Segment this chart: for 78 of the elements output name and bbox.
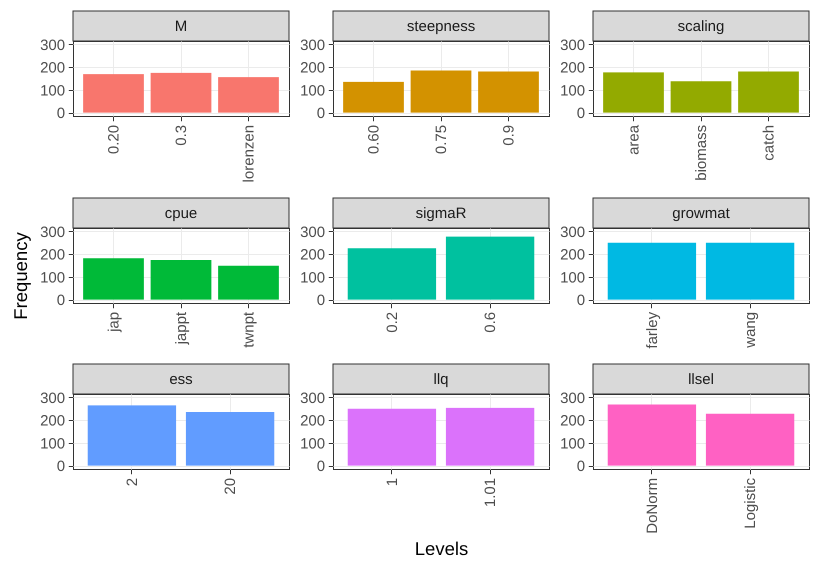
chart-title: steepness — [406, 18, 476, 35]
y-tick-label: 300 — [300, 36, 326, 54]
y-tick-label: 300 — [560, 390, 586, 407]
y-tick-label: 300 — [40, 390, 66, 407]
x-tick-label: 0.60 — [366, 124, 382, 154]
y-tick-label: 200 — [300, 412, 326, 430]
bar — [478, 71, 539, 113]
x-tick-label: 0.20 — [106, 124, 122, 154]
chart-title: llq — [433, 371, 449, 388]
x-tick-label: DoNorm — [644, 478, 661, 534]
x-tick-label: wang — [742, 312, 760, 349]
chart-title: llsel — [688, 371, 714, 388]
bar — [738, 71, 799, 113]
bar — [603, 72, 664, 113]
y-tick-label: 0 — [576, 292, 586, 310]
y-tick-label: 100 — [300, 82, 326, 100]
y-tick-label: 200 — [40, 60, 66, 77]
chart-title: scaling — [678, 18, 724, 35]
y-tick-label: 100 — [560, 82, 586, 100]
bar — [150, 260, 212, 300]
x-tick-label: twnpt — [240, 311, 258, 348]
x-tick-label: farley — [644, 311, 661, 349]
bar — [670, 81, 732, 113]
chart-title: M — [174, 18, 188, 35]
y-tick-label: 300 — [40, 36, 66, 54]
y-tick-label: 300 — [560, 224, 586, 241]
y-tick-label: 100 — [560, 435, 586, 452]
y-tick-label: 300 — [560, 36, 586, 54]
y-tick-label: 200 — [560, 60, 586, 77]
x-tick-label: 0.9 — [500, 124, 518, 146]
y-tick-label: 0 — [56, 105, 66, 122]
x-tick-label: biomass — [693, 124, 710, 181]
chart-title: growmat — [672, 205, 731, 222]
x-tick-label: 20 — [222, 478, 240, 495]
x-tick-label: catch — [760, 124, 778, 161]
y-tick-label: 200 — [40, 246, 66, 264]
y-tick-label: 100 — [40, 82, 66, 100]
y-tick-label: 0 — [56, 458, 66, 476]
y-tick-label: 100 — [560, 269, 586, 286]
x-tick-label: 0.2 — [384, 312, 401, 333]
x-tick-label: 1 — [384, 478, 401, 486]
chart-title: cpue — [164, 205, 198, 222]
x-tick-label: jappt — [173, 311, 190, 346]
y-tick-label: 100 — [300, 435, 326, 452]
y-tick-label: 300 — [300, 390, 326, 407]
y-tick-label: 200 — [300, 60, 326, 77]
y-tick-label: 0 — [576, 458, 586, 476]
y-tick-label: 100 — [40, 269, 66, 286]
x-tick-label: Logistic — [742, 477, 760, 529]
x-tick-label: 0.6 — [482, 312, 500, 333]
bar — [83, 258, 144, 300]
y-tick-label: 100 — [300, 269, 326, 286]
bar — [343, 82, 404, 113]
y-tick-label: 300 — [40, 224, 66, 241]
bar — [218, 266, 279, 300]
y-tick-label: 100 — [40, 435, 66, 452]
y-tick-label: 0 — [576, 105, 586, 122]
x-tick-label: 1.01 — [482, 478, 500, 508]
y-tick-label: 200 — [560, 246, 586, 264]
x-tick-label: lorenzen — [240, 124, 258, 182]
x-axis-title: Levels — [414, 538, 468, 560]
x-tick-label: 0.75 — [433, 124, 450, 154]
y-tick-label: 0 — [316, 458, 326, 476]
y-tick-label: 300 — [300, 224, 326, 241]
y-tick-label: 0 — [56, 292, 66, 310]
x-tick-label: 2 — [124, 478, 141, 486]
y-axis-title: Frequency — [10, 232, 31, 320]
chart-title: ess — [169, 371, 193, 388]
y-tick-label: 200 — [40, 412, 66, 430]
y-tick-label: 0 — [316, 292, 326, 310]
x-tick-label: jap — [106, 312, 122, 333]
y-tick-label: 200 — [300, 246, 326, 264]
chart-title: sigmaR — [416, 205, 467, 222]
y-tick-label: 0 — [316, 105, 326, 122]
x-tick-label: area — [626, 124, 642, 155]
y-tick-label: 200 — [560, 412, 586, 430]
x-tick-label: 0.3 — [173, 124, 190, 146]
bar — [410, 70, 472, 113]
